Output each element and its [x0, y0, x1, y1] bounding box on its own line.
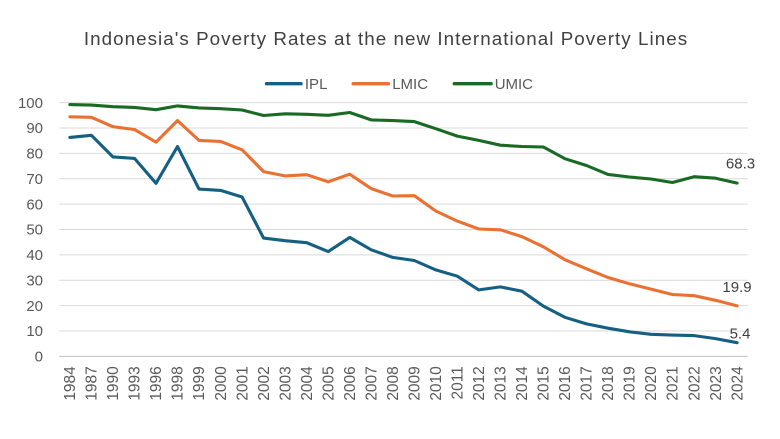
svg-text:0: 0 — [35, 349, 43, 366]
svg-text:20: 20 — [26, 298, 43, 315]
svg-text:68.3: 68.3 — [726, 156, 755, 173]
svg-text:10: 10 — [26, 323, 43, 340]
svg-text:60: 60 — [26, 196, 43, 213]
svg-text:2020: 2020 — [643, 366, 660, 401]
svg-text:50: 50 — [26, 222, 43, 239]
svg-text:1996: 1996 — [148, 366, 165, 400]
svg-text:2016: 2016 — [557, 366, 574, 400]
svg-text:2001: 2001 — [234, 366, 251, 400]
svg-text:90: 90 — [26, 120, 43, 137]
svg-text:30: 30 — [26, 273, 43, 290]
svg-text:1998: 1998 — [170, 366, 187, 400]
svg-text:1987: 1987 — [84, 366, 101, 400]
svg-text:70: 70 — [26, 171, 43, 188]
svg-text:2014: 2014 — [514, 366, 531, 401]
svg-text:2007: 2007 — [363, 366, 380, 400]
svg-text:40: 40 — [26, 247, 43, 264]
svg-text:2011: 2011 — [450, 366, 467, 399]
svg-text:2010: 2010 — [428, 366, 445, 401]
svg-text:1993: 1993 — [127, 366, 144, 400]
svg-text:1984: 1984 — [62, 366, 79, 401]
svg-text:19.9: 19.9 — [722, 279, 751, 296]
svg-text:2005: 2005 — [320, 366, 337, 400]
svg-text:1999: 1999 — [191, 366, 208, 400]
svg-text:5.4: 5.4 — [730, 326, 751, 343]
svg-text:2024: 2024 — [729, 366, 746, 401]
svg-text:2022: 2022 — [686, 366, 703, 400]
svg-text:100: 100 — [18, 95, 43, 112]
svg-text:80: 80 — [26, 146, 43, 163]
svg-text:2019: 2019 — [622, 366, 639, 400]
svg-text:IPL: IPL — [305, 76, 328, 93]
svg-text:2003: 2003 — [277, 366, 294, 400]
svg-text:Indonesia's Poverty Rates at t: Indonesia's Poverty Rates at the new Int… — [84, 28, 688, 49]
svg-text:2009: 2009 — [407, 366, 424, 400]
svg-text:1990: 1990 — [105, 366, 122, 401]
svg-text:2000: 2000 — [213, 366, 230, 401]
svg-text:2002: 2002 — [256, 366, 273, 400]
svg-text:2008: 2008 — [385, 366, 402, 400]
svg-text:UMIC: UMIC — [495, 76, 533, 93]
svg-text:2021: 2021 — [665, 366, 682, 400]
svg-text:2006: 2006 — [342, 366, 359, 400]
svg-text:2013: 2013 — [493, 366, 510, 400]
svg-text:2017: 2017 — [579, 366, 596, 400]
svg-text:2018: 2018 — [600, 366, 617, 400]
svg-text:2004: 2004 — [299, 366, 316, 401]
svg-text:2023: 2023 — [708, 366, 725, 400]
svg-text:LMIC: LMIC — [392, 76, 428, 93]
svg-text:2015: 2015 — [536, 366, 553, 400]
svg-text:2012: 2012 — [471, 366, 488, 400]
